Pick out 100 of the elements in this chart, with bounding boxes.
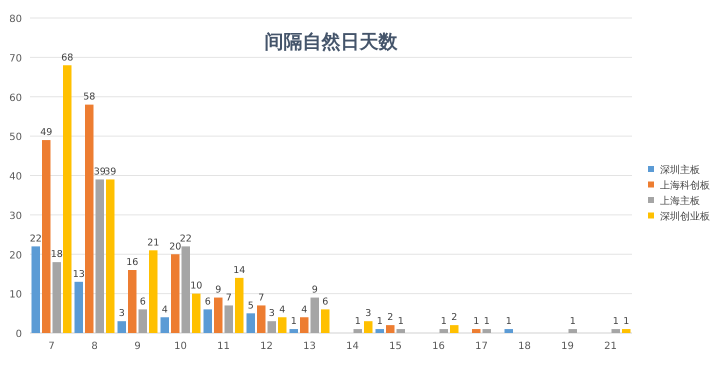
bar (504, 329, 513, 333)
data-label: 39 (104, 166, 116, 178)
data-label: 4 (301, 304, 308, 316)
bar (235, 278, 244, 333)
x-tick-label: 19 (561, 341, 574, 352)
bar (118, 321, 126, 333)
x-tick-label: 17 (475, 341, 488, 352)
y-tick-label: 30 (9, 210, 22, 222)
y-tick-label: 50 (9, 132, 22, 144)
data-label: 16 (126, 257, 138, 268)
data-label: 1 (506, 316, 512, 328)
bar (278, 317, 286, 333)
bar (376, 329, 384, 333)
x-tick-label: 14 (346, 341, 359, 352)
x-tick-label: 7 (48, 341, 55, 352)
x-tick-label: 13 (303, 341, 316, 352)
data-label: 1 (398, 316, 404, 328)
data-label: 1 (623, 316, 630, 328)
bar (300, 317, 308, 333)
text: 间隔自然日天数 (264, 31, 398, 53)
bar (52, 262, 61, 333)
y-tick-label: 40 (9, 172, 22, 182)
bar (386, 325, 394, 333)
bar (310, 298, 319, 333)
bar (214, 298, 222, 333)
data-label: 3 (118, 308, 125, 320)
data-label: 1 (354, 316, 361, 328)
data-label: 1 (376, 316, 383, 328)
bar (612, 329, 620, 333)
bar (321, 309, 330, 333)
x-tick-label: 11 (217, 341, 230, 352)
data-label: 1 (484, 316, 490, 328)
bar (138, 309, 147, 333)
data-label: 3 (365, 308, 372, 320)
data-label: 9 (215, 284, 222, 296)
bar (149, 250, 158, 333)
bar (622, 329, 630, 333)
legend-label: 上海科创板 (660, 180, 710, 192)
bar (257, 305, 266, 333)
bar (63, 65, 72, 333)
bar (192, 294, 200, 333)
y-tick-label: 60 (9, 92, 22, 104)
data-label: 20 (169, 241, 182, 252)
bar (42, 140, 50, 333)
legend-label: 深圳创业板 (660, 210, 710, 222)
data-label: 22 (180, 233, 192, 244)
data-label: 1 (570, 316, 576, 328)
data-label: 49 (40, 127, 52, 138)
bar (224, 305, 233, 333)
data-label: 39 (94, 166, 106, 178)
data-label: 68 (61, 52, 74, 64)
bar (85, 104, 94, 333)
data-label: 7 (226, 292, 232, 304)
bar (440, 329, 448, 333)
data-label: 22 (30, 233, 42, 244)
data-label: 1 (612, 316, 619, 328)
x-tick-label: 12 (260, 341, 273, 352)
x-tick-label: 10 (174, 341, 187, 352)
bar (182, 246, 190, 333)
y-tick-label: 10 (9, 290, 22, 301)
data-label: 7 (258, 292, 264, 304)
bar (268, 321, 276, 333)
bar (246, 313, 255, 333)
y-tick-label: 0 (16, 329, 22, 340)
data-label: 4 (279, 304, 286, 316)
bar (290, 329, 298, 333)
data-label: 58 (83, 92, 96, 103)
bar (568, 329, 577, 333)
y-tick-label: 80 (9, 14, 22, 25)
legend-label: 上海主板 (660, 195, 700, 207)
data-label: 6 (322, 296, 328, 308)
bar (32, 246, 40, 333)
x-tick-label: 21 (604, 341, 617, 352)
bar (171, 254, 180, 333)
data-label: 4 (162, 304, 168, 316)
y-tick-label: 70 (9, 53, 22, 64)
bar (128, 270, 136, 333)
data-label: 14 (233, 264, 246, 276)
bar (74, 282, 83, 333)
bar (396, 329, 405, 333)
data-label: 18 (50, 249, 63, 260)
y-tick-label: 20 (9, 250, 22, 262)
bar (160, 317, 169, 333)
data-label: 3 (268, 308, 275, 320)
data-label: 1 (290, 316, 297, 328)
data-label: 6 (204, 296, 211, 308)
bar (482, 329, 491, 333)
data-label: 10 (190, 280, 202, 292)
x-tick-label: 18 (518, 341, 531, 352)
data-label: 13 (72, 268, 85, 280)
data-label: 21 (147, 237, 160, 248)
data-label: 2 (387, 312, 394, 324)
data-label: 6 (140, 296, 146, 308)
bar (364, 321, 372, 333)
bar (472, 329, 480, 333)
data-label: 5 (248, 300, 254, 312)
x-tick-label: 9 (134, 341, 141, 352)
bar (354, 329, 362, 333)
data-label: 1 (473, 316, 480, 328)
x-tick-label: 15 (389, 341, 402, 352)
